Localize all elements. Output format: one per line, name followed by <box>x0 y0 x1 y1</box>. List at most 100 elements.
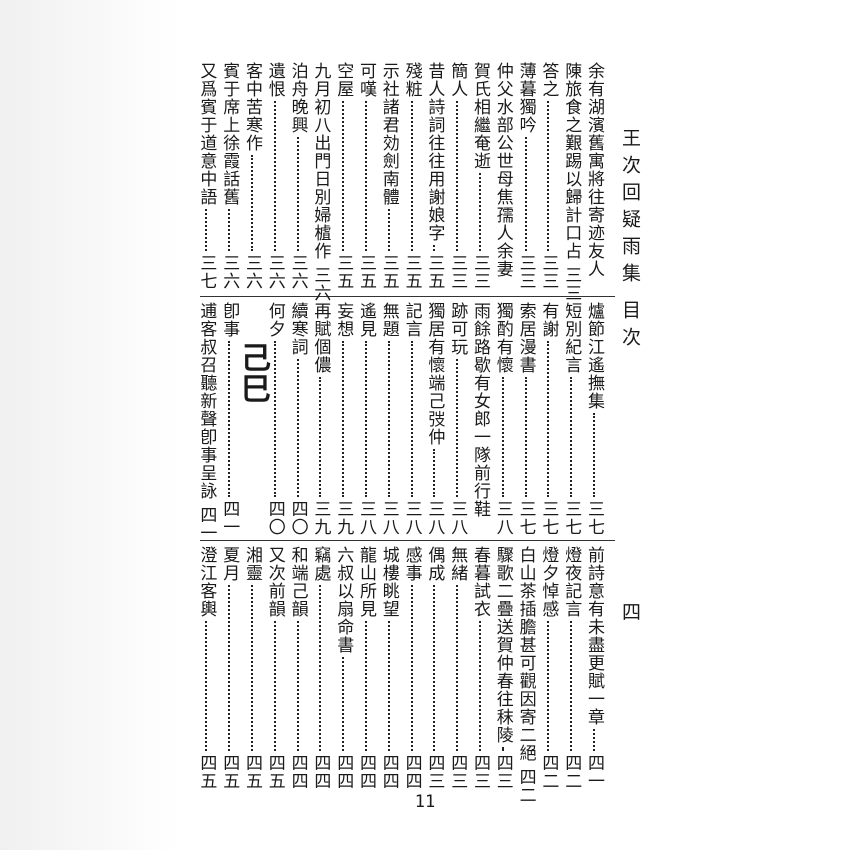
toc-entry: 余有湖濱舊寓將往寄迹友人 <box>584 62 604 290</box>
entry-page: 三八 <box>378 500 399 536</box>
entry-page: 四四 <box>287 754 308 790</box>
toc-entry: 示社諸君効劍南體 三五 <box>379 62 399 290</box>
toc-entry: 白山茶插膽甚可觀因寄二絕 四二 <box>516 546 536 804</box>
toc-entry: 獨酌有懷 三八 <box>493 302 513 536</box>
entry-title: 妄想 <box>333 302 354 338</box>
entry-title: 前詩意有未盡更賦一章 <box>584 546 604 726</box>
toc-entry: 殘粧 三五 <box>402 62 422 290</box>
toc-entry: 又爲賓于道意中語 三七 <box>196 62 216 290</box>
entry-page: 四二 <box>515 768 536 804</box>
toc-entry: 無題 三八 <box>379 302 399 536</box>
toc-entry: 燈夜記言 四二 <box>561 546 581 790</box>
entry-page: 三六 <box>287 254 308 290</box>
leader-dots <box>593 729 595 751</box>
entry-page: 四三 <box>470 754 490 790</box>
entry-page: 四〇 <box>287 500 308 536</box>
entry-page: 四四 <box>401 754 422 790</box>
entry-page: 四四 <box>356 754 376 790</box>
entry-title: 春暮試衣 <box>470 546 490 618</box>
entry-page: 四一 <box>584 754 604 790</box>
toc-entry: 驟歌二疊送賀仲春往秣陵 四三 <box>493 546 513 790</box>
leader-dots <box>251 155 253 251</box>
toc-entry: 昔人詩詞往往用謝娘字 三五 <box>424 62 444 290</box>
entry-page: 三八 <box>424 500 445 536</box>
page-edge <box>0 0 180 850</box>
toc-entry: 燈夕悼感 四二 <box>538 546 558 790</box>
leader-dots <box>570 621 573 751</box>
toc-entry: 賓于席上徐霞話舊三六 <box>219 62 239 290</box>
entry-page: 三五 <box>401 254 422 290</box>
toc-entry: 卽事 四一 <box>219 302 239 536</box>
entry-title: 竊處 <box>310 546 331 582</box>
entry-page: 三七 <box>515 500 536 536</box>
entry-title: 龍山所見 <box>356 546 376 618</box>
entry-title: 又次前韻 <box>264 546 285 618</box>
toc-entry: 城樓眺望 四四 <box>379 546 399 790</box>
toc-entry: 再賦個儂 三九 <box>310 302 330 536</box>
entry-page: 四一 <box>219 500 240 536</box>
entry-page: 三三 <box>561 266 582 302</box>
entry-page: 三八 <box>492 500 513 536</box>
toc-entry: 客中苦寒作 三六 <box>242 62 262 290</box>
entry-title: 昔人詩詞往往用謝娘字 <box>424 62 445 242</box>
entry-title: 空屋 <box>333 62 354 98</box>
leader-dots <box>296 621 299 751</box>
leader-dots <box>479 173 481 251</box>
section-heading: 己巳 <box>235 342 270 404</box>
entry-title: 簡人 <box>447 62 468 98</box>
leader-dots <box>387 621 390 751</box>
toc-entry: 泊舟晚興 三六 <box>288 62 308 290</box>
toc-entry: 妄想 三九 <box>333 302 353 536</box>
entry-page: 四三 <box>424 754 445 790</box>
entry-title: 偶成 <box>424 546 445 582</box>
entry-title: 九月初八出門日別婦樝作 <box>310 62 331 260</box>
entry-page: 三六 <box>219 254 240 290</box>
entry-page: 三八 <box>447 500 468 536</box>
leader-dots <box>365 101 367 251</box>
toc-entry: 有謝 三七 <box>538 302 558 536</box>
leader-dots <box>296 359 299 497</box>
leader-dots <box>456 359 459 497</box>
leader-dots <box>205 621 208 751</box>
entry-title: 獨酌有懷 <box>492 302 513 374</box>
entry-page: 四五 <box>242 754 262 790</box>
entry-page: 三五 <box>356 254 376 290</box>
toc-entry: 何夕 四〇 <box>265 302 285 536</box>
entry-title: 無緒 <box>447 546 468 582</box>
entry-title: 感事 <box>401 546 422 582</box>
entry-page: 四五 <box>219 754 240 790</box>
toc-entry: 薄暮獨吟 三三 <box>516 62 536 290</box>
entry-page: 四五 <box>264 754 285 790</box>
entry-title: 獨居有懷端己弢仲 <box>424 302 445 446</box>
leader-dots <box>342 657 345 751</box>
toc-entry: 和端己韻 四四 <box>288 546 308 790</box>
leader-dots <box>273 341 276 497</box>
leader-dots <box>547 101 550 251</box>
toc-entry: 九月初八出門日別婦樝作三六 <box>310 62 331 302</box>
entry-title: 續寒詞 <box>287 302 308 356</box>
toc-label: 目次 <box>619 300 641 354</box>
toc-entry: 仲父水部公世母焦孺人余妻 <box>493 62 513 290</box>
toc-entry: 續寒詞 四〇 <box>288 302 308 536</box>
entry-title: 六叔以扇命書 <box>333 546 354 654</box>
toc-entry: 前詩意有未盡更賦一章四一 <box>584 546 604 790</box>
entry-title: 雨餘路歇有女郎一隊前行鞋 <box>470 302 490 518</box>
entry-page: 三六 <box>310 266 331 302</box>
toc-entry: 賀氏相繼奄逝 三三 <box>470 62 490 290</box>
entry-title: 遙見 <box>356 302 376 338</box>
entry-page: 四四 <box>378 754 399 790</box>
entry-title: 再賦個儂 <box>310 302 331 374</box>
leader-dots <box>273 101 276 251</box>
leader-dots <box>547 621 550 751</box>
entry-title: 賓于席上徐霞話舊 <box>219 62 240 206</box>
entry-page: 四一 <box>196 506 217 542</box>
entry-page: 四五 <box>196 754 217 790</box>
toc-entry: 獨居有懷端己弢仲三八 <box>424 302 444 536</box>
entry-page: 四二 <box>561 754 582 790</box>
leader-dots <box>456 585 459 751</box>
entry-title: 逋客叔召聽新聲卽事呈詠 <box>196 302 217 500</box>
entry-title: 殘粧 <box>401 62 422 98</box>
entry-title: 跡可玩 <box>447 302 468 356</box>
toc-entry: 短別紀言 三七 <box>561 302 581 536</box>
